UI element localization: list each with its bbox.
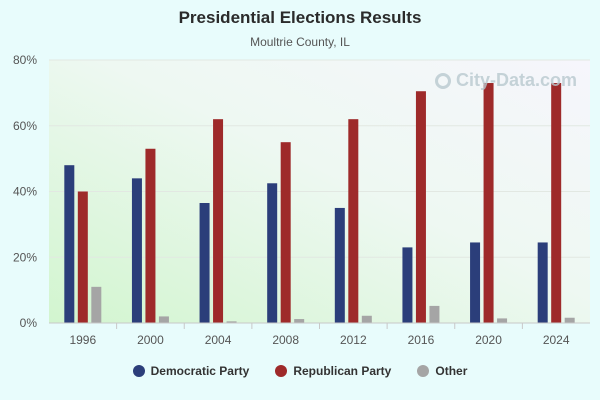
y-tick-label: 20% <box>13 250 37 264</box>
x-tick-label: 2012 <box>340 333 367 347</box>
search-icon <box>435 72 451 89</box>
x-tick-label: 2000 <box>137 333 164 347</box>
legend-item-other: Other <box>417 364 467 378</box>
x-tick-label: 2024 <box>543 333 570 347</box>
legend: Democratic Party Republican Party Other <box>0 364 600 378</box>
bar-other-2020 <box>497 318 508 323</box>
bar-other-2004 <box>226 321 237 323</box>
bar-democratic-party-2004 <box>199 203 210 323</box>
x-tick-label: 2008 <box>272 333 299 347</box>
chart-title: Presidential Elections Results <box>178 8 422 27</box>
bar-other-2024 <box>564 317 575 323</box>
bar-republican-party-2008 <box>280 142 291 323</box>
legend-item-republican-party: Republican Party <box>275 364 391 378</box>
bar-democratic-party-2024 <box>537 242 548 323</box>
x-tick-label: 2016 <box>408 333 435 347</box>
legend-label: Other <box>435 364 468 378</box>
bar-democratic-party-2012 <box>334 207 345 323</box>
bar-republican-party-2024 <box>551 83 562 323</box>
x-tick-label: 2020 <box>475 333 502 347</box>
bar-democratic-party-2000 <box>131 178 142 323</box>
bar-republican-party-2000 <box>145 148 156 323</box>
bar-other-1996 <box>91 286 102 323</box>
x-tick-label: 2004 <box>205 333 232 347</box>
legend-swatch <box>132 365 145 377</box>
y-tick-label: 60% <box>13 119 37 133</box>
bar-other-2016 <box>429 305 440 323</box>
bar-other-2008 <box>294 319 305 323</box>
bar-republican-party-2004 <box>213 119 224 323</box>
bar-republican-party-2016 <box>415 91 426 323</box>
legend-swatch <box>417 365 430 377</box>
y-tick-label: 40% <box>13 185 37 199</box>
legend-item-democratic-party: Democratic Party <box>132 364 250 378</box>
bar-democratic-party-2008 <box>267 183 278 323</box>
bar-other-2000 <box>158 316 169 323</box>
legend-label: Democratic Party <box>150 364 250 378</box>
bar-republican-party-1996 <box>77 191 88 323</box>
bar-republican-party-2020 <box>483 83 494 323</box>
watermark: City-Data.com <box>435 70 577 91</box>
y-tick-label: 80% <box>13 53 37 67</box>
bar-other-2012 <box>361 315 372 323</box>
legend-swatch <box>275 365 288 377</box>
legend-label: Republican Party <box>293 364 392 378</box>
chart-subtitle: Moultrie County, IL <box>250 35 350 49</box>
watermark-text: City-Data.com <box>456 70 578 90</box>
x-tick-label: 1996 <box>69 333 96 347</box>
bar-republican-party-2012 <box>348 119 359 323</box>
bar-democratic-party-2020 <box>470 242 481 323</box>
y-tick-label: 0% <box>20 316 38 330</box>
bar-democratic-party-1996 <box>64 165 75 323</box>
bar-democratic-party-2016 <box>402 247 413 323</box>
